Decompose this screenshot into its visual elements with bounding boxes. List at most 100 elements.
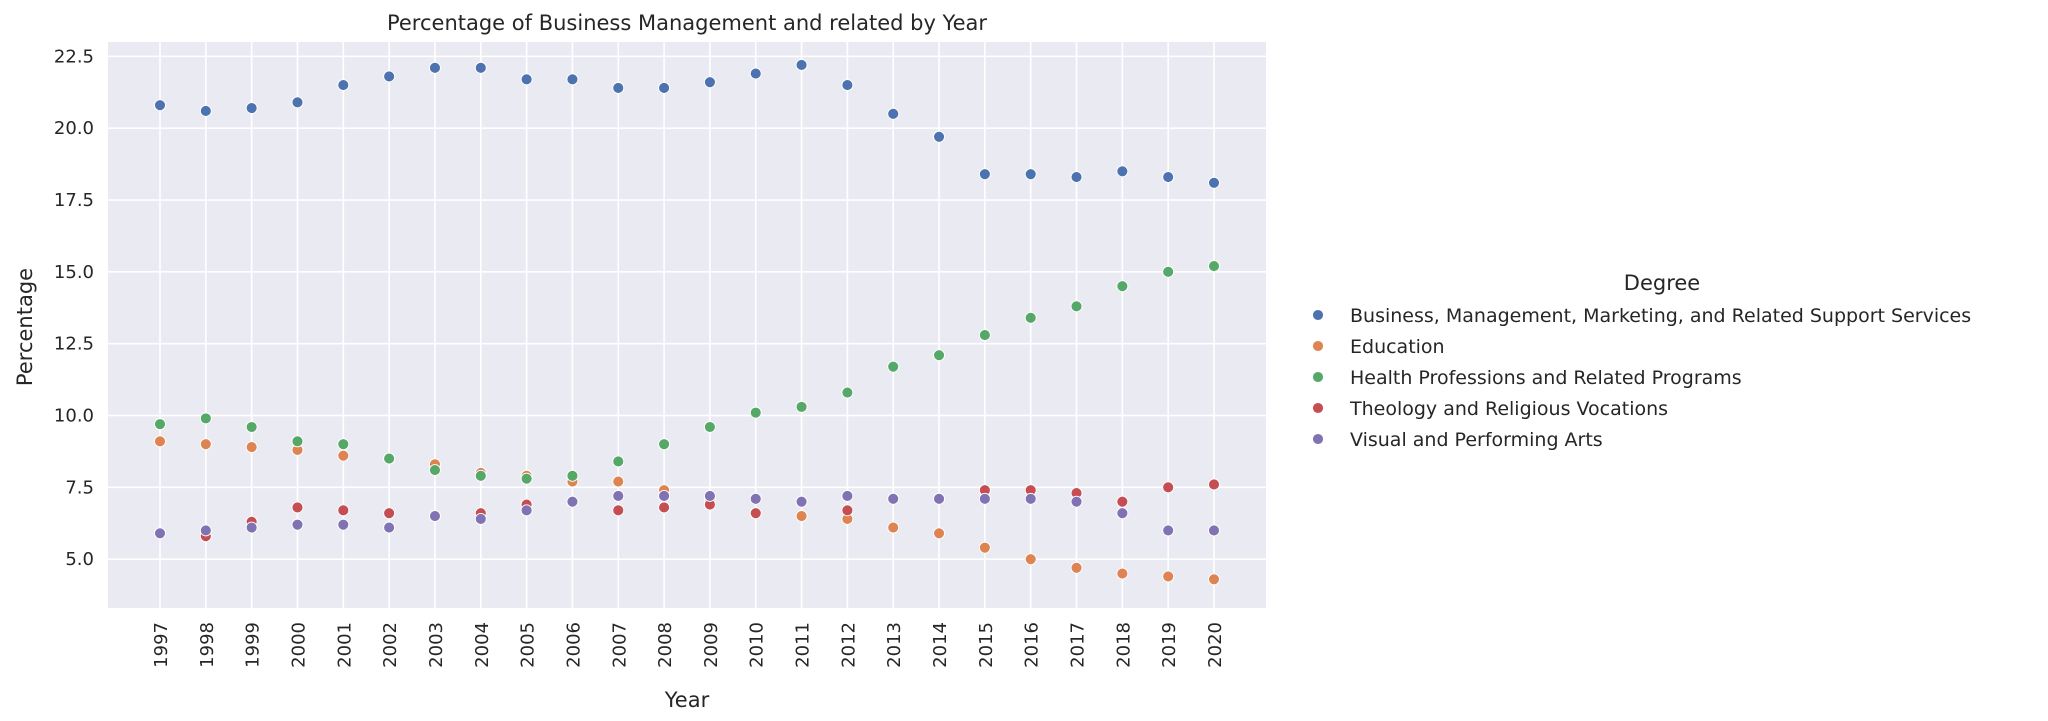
data-point xyxy=(291,96,304,109)
data-point xyxy=(337,79,350,92)
data-point xyxy=(795,510,808,523)
x-tick-label: 2016 xyxy=(1022,622,1043,668)
data-point xyxy=(520,472,533,485)
y-axis-ticks: 5.0 7.5 10.0 12.5 15.0 17.5 20.0 22.5 xyxy=(54,46,94,570)
data-point xyxy=(245,441,258,454)
data-point xyxy=(795,495,808,508)
legend-marker xyxy=(1312,402,1324,414)
x-tick-label: 2012 xyxy=(838,622,859,668)
data-point xyxy=(245,521,258,534)
data-point xyxy=(749,406,762,419)
legend: Degree Business, Management, Marketing, … xyxy=(1312,271,1971,451)
data-point xyxy=(245,421,258,433)
x-tick-label: 2000 xyxy=(288,622,309,668)
data-point xyxy=(337,449,350,462)
x-tick-label: 2005 xyxy=(518,622,539,668)
data-point xyxy=(703,76,716,89)
x-tick-label: 2002 xyxy=(380,622,401,668)
data-point xyxy=(1116,567,1129,580)
data-point xyxy=(154,435,166,448)
data-point xyxy=(703,421,716,433)
data-point xyxy=(1208,176,1220,189)
data-point xyxy=(383,452,396,465)
data-point xyxy=(1162,171,1175,183)
data-point xyxy=(1208,573,1220,586)
x-tick-label: 2017 xyxy=(1068,622,1089,668)
x-tick-label: 2013 xyxy=(884,622,905,668)
data-point xyxy=(749,67,762,80)
data-point xyxy=(566,73,579,86)
data-point xyxy=(199,524,212,537)
data-point xyxy=(749,507,762,520)
data-point xyxy=(429,510,441,523)
data-point xyxy=(383,521,396,534)
data-point xyxy=(566,469,579,482)
data-point xyxy=(933,527,945,540)
data-point xyxy=(1116,495,1129,508)
data-point xyxy=(658,82,671,94)
x-tick-label: 2004 xyxy=(472,622,493,668)
x-tick-label: 2001 xyxy=(334,622,355,668)
legend-marker xyxy=(1312,433,1324,445)
data-point xyxy=(1162,524,1175,537)
data-point xyxy=(429,464,441,477)
data-point xyxy=(337,518,350,531)
data-point xyxy=(1116,165,1129,178)
y-tick-label: 10.0 xyxy=(54,406,94,427)
data-point xyxy=(1070,495,1083,508)
data-point xyxy=(474,512,487,525)
x-tick-label: 2009 xyxy=(701,622,722,668)
x-axis-ticks: 1997 1998 1999 2000 2001 2002 2003 2004 2005 2006… xyxy=(151,622,1226,668)
data-point xyxy=(199,438,212,451)
data-point xyxy=(520,504,533,517)
legend-label: Theology and Religious Vocations xyxy=(1349,398,1668,420)
y-tick-label: 7.5 xyxy=(65,477,94,498)
data-point xyxy=(933,349,945,362)
data-point xyxy=(978,492,991,505)
y-tick-label: 5.0 xyxy=(65,549,94,570)
data-point xyxy=(1116,507,1129,520)
data-point xyxy=(245,102,258,115)
data-point xyxy=(429,61,441,74)
y-tick-label: 12.5 xyxy=(54,334,94,355)
data-point xyxy=(933,492,945,505)
data-point xyxy=(795,59,808,71)
data-point xyxy=(887,492,900,505)
x-tick-label: 2008 xyxy=(655,622,676,668)
x-tick-label: 2014 xyxy=(930,622,951,668)
data-point xyxy=(703,489,716,502)
data-points xyxy=(154,59,1220,586)
x-tick-label: 1997 xyxy=(151,622,172,668)
data-point xyxy=(612,82,625,94)
x-tick-label: 2015 xyxy=(976,622,997,668)
data-point xyxy=(658,489,671,502)
chart-title: Percentage of Business Management and re… xyxy=(387,11,987,35)
data-point xyxy=(1208,478,1220,491)
x-tick-label: 1999 xyxy=(243,622,264,668)
x-tick-label: 2020 xyxy=(1205,622,1226,668)
y-tick-label: 20.0 xyxy=(54,118,94,139)
legend-title: Degree xyxy=(1624,271,1700,295)
data-point xyxy=(612,455,625,468)
x-tick-label: 2010 xyxy=(747,622,768,668)
data-point xyxy=(1024,553,1037,566)
data-point xyxy=(337,438,350,451)
data-point xyxy=(1116,280,1129,293)
data-point xyxy=(1208,260,1220,273)
y-tick-label: 22.5 xyxy=(54,46,94,67)
x-tick-label: 2019 xyxy=(1159,622,1180,668)
data-point xyxy=(337,504,350,517)
data-point xyxy=(566,495,579,508)
data-point xyxy=(658,438,671,451)
data-point xyxy=(841,79,854,92)
x-tick-label: 2006 xyxy=(563,622,584,668)
legend-marker xyxy=(1312,371,1324,383)
legend-label: Business, Management, Marketing, and Rel… xyxy=(1350,305,1971,327)
data-point xyxy=(887,521,900,534)
data-point xyxy=(383,70,396,83)
data-point xyxy=(612,489,625,502)
data-point xyxy=(1024,492,1037,505)
legend-label: Visual and Performing Arts xyxy=(1350,429,1603,451)
data-point xyxy=(199,105,212,117)
x-tick-label: 2003 xyxy=(426,622,447,668)
